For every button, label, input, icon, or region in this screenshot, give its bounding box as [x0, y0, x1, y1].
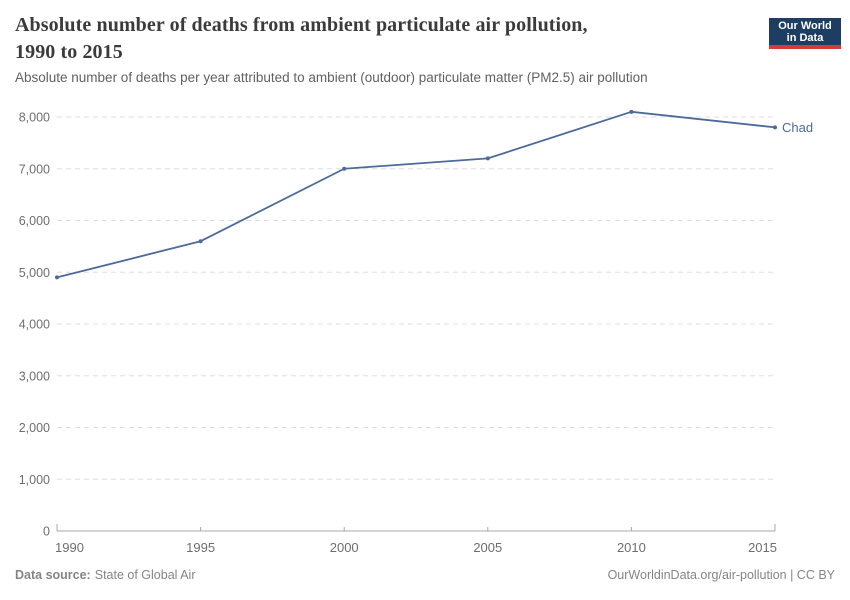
x-tick-label: 2000: [330, 540, 359, 555]
data-source-value: State of Global Air: [94, 568, 196, 582]
x-tick-label: 2015: [748, 540, 777, 555]
y-tick-label: 2,000: [19, 421, 50, 435]
x-tick-label: 1990: [55, 540, 84, 555]
x-tick-label: 1995: [186, 540, 215, 555]
y-tick-label: 1,000: [19, 473, 50, 487]
data-point[interactable]: [55, 275, 59, 280]
y-tick-label: 6,000: [19, 214, 50, 228]
x-tick-label: 2010: [617, 540, 646, 555]
data-point[interactable]: [485, 156, 490, 161]
x-tick-label: 2005: [473, 540, 502, 555]
y-tick-label: 0: [43, 525, 50, 539]
y-tick-label: 5,000: [19, 266, 50, 280]
owid-logo-line-2: in Data: [786, 32, 824, 44]
y-tick-label: 8,000: [19, 111, 50, 125]
owid-logo[interactable]: Our World in Data: [769, 18, 841, 49]
y-tick-label: 4,000: [19, 318, 50, 332]
chart-subtitle: Absolute number of deaths per year attri…: [15, 70, 648, 85]
data-source-label: Data source:: [15, 568, 91, 582]
data-point[interactable]: [342, 166, 347, 171]
owid-logo-line-1: Our World: [778, 20, 832, 32]
data-source: Data source: State of Global Air: [15, 568, 196, 582]
series-end-label[interactable]: Chad: [782, 120, 813, 135]
chart-title-line-2: 1990 to 2015: [15, 41, 123, 63]
data-point[interactable]: [629, 109, 634, 114]
chart-title: Absolute number of deaths from ambient p…: [15, 12, 588, 66]
y-tick-label: 3,000: [19, 369, 50, 383]
data-point[interactable]: [773, 125, 777, 130]
chart-title-line-1: Absolute number of deaths from ambient p…: [15, 14, 588, 36]
attribution-link[interactable]: OurWorldinData.org/air-pollution | CC BY: [607, 568, 835, 582]
data-point[interactable]: [198, 239, 203, 244]
chart-footer: Data source: State of Global Air OurWorld…: [15, 568, 835, 582]
trend-line[interactable]: [56, 110, 776, 279]
y-tick-label: 7,000: [19, 162, 50, 176]
